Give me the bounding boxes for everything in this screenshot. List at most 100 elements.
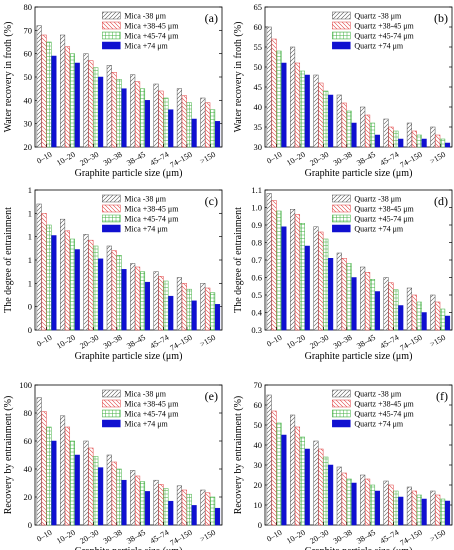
x-tick-label: 20–30	[78, 528, 100, 546]
bar	[144, 281, 150, 331]
bar	[130, 263, 136, 331]
bar	[69, 440, 75, 526]
x-tick-label: 38–45	[125, 333, 147, 351]
x-tick-label: 0–10	[35, 528, 53, 544]
x-tick-label: 30–38	[102, 333, 124, 351]
bar	[421, 312, 427, 331]
bar	[111, 461, 117, 526]
x-tick-label: 30–38	[332, 528, 354, 546]
bar	[416, 494, 422, 526]
x-tick-label: 0–10	[265, 528, 283, 544]
legend-label: Mica +45-74 μm	[124, 32, 179, 41]
legend-swatch	[102, 419, 121, 428]
bar	[88, 60, 94, 148]
bar	[139, 481, 146, 526]
bar	[411, 490, 417, 526]
x-tick-label: 10–20	[285, 528, 307, 546]
bar	[93, 456, 99, 526]
bar	[93, 245, 99, 331]
bar	[318, 448, 324, 526]
bar	[411, 130, 417, 148]
bar	[186, 102, 192, 148]
bar	[299, 436, 305, 526]
bar	[163, 97, 169, 148]
x-tick-label: 38–45	[355, 333, 377, 351]
bar	[351, 122, 357, 148]
bar	[116, 468, 122, 526]
legend-label: Mica -38 μm	[124, 390, 166, 399]
chart-panel: 0 10 20 30 40 50 60 70 0–10 10–20 20–30 30–38 38–45 4…	[233, 380, 453, 550]
bar	[440, 138, 446, 148]
bar	[360, 474, 366, 526]
x-tick-label: 38–45	[355, 528, 377, 546]
x-tick-label: 30–38	[102, 528, 124, 546]
y-tick-label: 1	[28, 208, 32, 218]
bar	[318, 82, 324, 148]
legend-swatch	[102, 21, 121, 30]
panel-label: (e)	[205, 389, 218, 403]
x-tick-label: 30–38	[102, 150, 124, 168]
bar	[205, 102, 211, 148]
bar	[294, 62, 301, 148]
bar	[144, 491, 150, 526]
y-tick-label: 45	[254, 82, 263, 92]
bar	[360, 266, 366, 331]
bar	[299, 70, 305, 148]
legend-swatch	[102, 389, 121, 398]
bar	[388, 484, 394, 526]
bar	[266, 26, 272, 148]
bar	[186, 288, 192, 331]
bar	[435, 301, 441, 331]
bar	[299, 223, 305, 331]
bar	[130, 74, 136, 148]
bar	[313, 440, 319, 526]
bar	[406, 486, 412, 526]
bar	[64, 426, 71, 526]
bar	[153, 83, 159, 148]
bar	[290, 414, 296, 526]
bar	[406, 122, 412, 148]
legend-swatch	[332, 194, 351, 203]
x-tick-label: 10–20	[55, 333, 77, 351]
bar	[346, 263, 352, 331]
bar	[328, 464, 334, 526]
legend-swatch	[102, 11, 121, 20]
legend-label: Quartz +45-74 μm	[354, 32, 414, 41]
bar	[336, 252, 342, 331]
bar	[411, 294, 417, 331]
bar	[276, 422, 282, 526]
bar	[83, 234, 89, 331]
bar	[365, 478, 371, 526]
x-tick-label: 74–150	[168, 333, 193, 353]
bar	[430, 294, 436, 331]
legend-label: Quartz +74 μm	[354, 420, 404, 429]
x-tick-label: 20–30	[78, 150, 100, 168]
x-tick-label: >150	[198, 150, 217, 166]
bar	[116, 79, 122, 148]
bar	[106, 245, 112, 331]
y-tick-label: 0.8	[251, 238, 262, 248]
bar	[181, 489, 187, 526]
x-tick-label: 20–30	[308, 528, 330, 546]
legend-swatch	[332, 11, 351, 20]
legend-label: Quartz +74 μm	[354, 42, 404, 51]
bar	[369, 279, 376, 331]
bar	[336, 466, 342, 526]
bar	[393, 289, 399, 331]
legend-swatch	[332, 41, 351, 50]
bar	[276, 210, 282, 331]
bar	[163, 488, 169, 526]
bar	[323, 456, 329, 526]
bar	[176, 277, 182, 331]
y-tick-label: 0.3	[251, 325, 262, 335]
x-tick-label: 0–10	[35, 150, 53, 166]
bar	[36, 203, 42, 331]
bar	[98, 258, 104, 331]
legend-label: Mica -38 μm	[124, 12, 166, 21]
bar	[200, 489, 206, 526]
x-tick-label: 20–30	[308, 333, 330, 351]
y-tick-label: 60	[24, 436, 33, 446]
bar	[365, 272, 371, 331]
bar	[271, 38, 277, 148]
bar	[444, 315, 451, 331]
